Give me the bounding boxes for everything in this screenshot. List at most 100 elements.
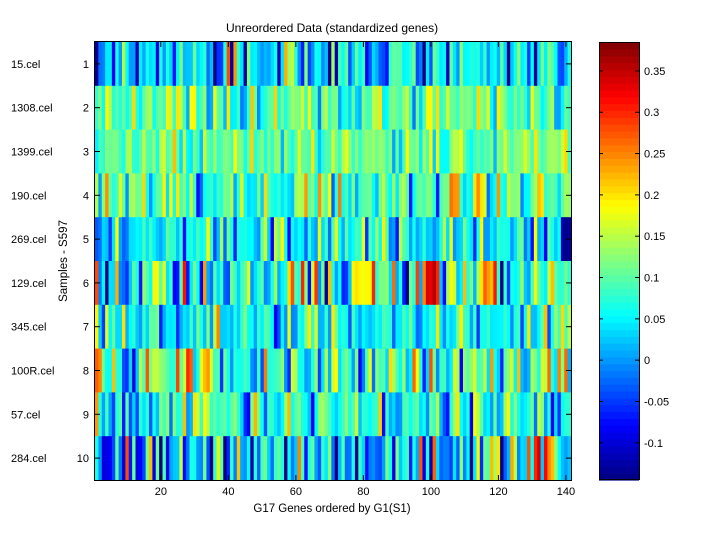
heatmap-cell (260, 42, 265, 87)
heatmap-cell (300, 392, 305, 437)
heatmap-cell (128, 348, 133, 393)
heatmap-cell (145, 261, 150, 306)
heatmap-cell (145, 42, 150, 87)
heatmap-cell (277, 348, 282, 393)
heatmap-cell (257, 261, 262, 306)
heatmap-cell (101, 85, 106, 131)
heatmap-cell (277, 173, 282, 218)
heatmap-cell (125, 129, 130, 174)
heatmap-cell (135, 217, 140, 262)
heatmap-cell (354, 348, 359, 393)
heatmap-cell (105, 392, 110, 437)
heatmap-cell (280, 348, 285, 393)
heatmap-cell (219, 217, 224, 262)
heatmap-cell (506, 304, 511, 350)
colorbar-swatch (599, 466, 639, 474)
heatmap-cell (294, 85, 299, 131)
colorbar-swatch (599, 192, 639, 200)
heatmap-cell (486, 348, 491, 393)
heatmap-cell (513, 348, 518, 393)
heatmap-cell (446, 304, 451, 350)
heatmap-cell (199, 348, 204, 393)
heatmap-cell (203, 217, 208, 262)
heatmap-cell (435, 173, 440, 218)
heatmap-cell (446, 85, 451, 131)
heatmap-cell (375, 436, 380, 481)
heatmap-cell (348, 85, 353, 131)
heatmap-cell (300, 261, 305, 306)
heatmap-cell (358, 42, 363, 87)
heatmap-cell (307, 392, 312, 437)
x-tick-label: 120 (489, 486, 507, 498)
heatmap-cell (128, 129, 133, 174)
colorbar-ticks: -0.1 -0.05 0 0.05 0.1 0.15 0.2 0.25 0.3 0.35 (599, 66, 669, 450)
heatmap-cell (250, 261, 255, 306)
heatmap-cell (547, 304, 552, 350)
heatmap-cell (149, 392, 153, 437)
heatmap-cell (209, 261, 214, 306)
colorbar-swatch (599, 213, 639, 221)
heatmap-cell (462, 129, 467, 174)
heatmap-cell (250, 348, 255, 393)
heatmap-cell (101, 392, 106, 437)
heatmap-cell (435, 348, 440, 393)
heatmap-cell (152, 173, 157, 218)
heatmap-cell (192, 392, 197, 437)
heatmap-cell (331, 348, 336, 393)
heatmap-cell (240, 348, 245, 393)
heatmap-cell (250, 217, 255, 262)
heatmap-cell (105, 173, 110, 218)
heatmap-cell (520, 42, 525, 87)
heatmap-cell (105, 261, 110, 306)
heatmap-cell (408, 217, 413, 262)
heatmap-cell (344, 173, 349, 218)
heatmap-cell (479, 348, 484, 393)
colorbar-swatch (599, 418, 639, 426)
heatmap-cell (520, 436, 525, 481)
heatmap-cell (560, 304, 565, 350)
heatmap-cell (169, 85, 174, 131)
heatmap-cell (432, 217, 437, 262)
heatmap-cell (523, 129, 528, 174)
heatmap-cell (466, 436, 471, 481)
heatmap-cell (250, 129, 255, 174)
heatmap-cell (365, 392, 370, 437)
heatmap-cell (132, 217, 137, 262)
heatmap-cell (98, 304, 103, 350)
heatmap-cell (354, 129, 359, 174)
heatmap-cell (415, 217, 420, 262)
heatmap-cell (176, 129, 180, 174)
heatmap-cell (149, 42, 153, 87)
heatmap-cell (385, 392, 390, 437)
heatmap-cell (537, 85, 542, 131)
heatmap-cell (311, 392, 316, 437)
heatmap-cell (162, 217, 167, 262)
heatmap-cell (216, 392, 221, 437)
heatmap-cell (378, 392, 383, 437)
heatmap-cell (425, 261, 430, 306)
heatmap-cell (98, 42, 103, 87)
heatmap-cell (317, 436, 322, 481)
sample-name-label: 57.cel (11, 409, 40, 421)
heatmap-cell (466, 348, 471, 393)
heatmap-cell (257, 304, 262, 350)
heatmap-cell (196, 42, 201, 87)
colorbar-swatch (599, 274, 639, 283)
heatmap-cell (142, 129, 147, 174)
y-tick-label: 1 (83, 59, 89, 71)
heatmap-cell (311, 129, 316, 174)
y-tick-label: 10 (77, 453, 89, 465)
heatmap-cell (216, 129, 221, 174)
heatmap-cell (236, 217, 241, 262)
heatmap-cell (101, 304, 106, 350)
heatmap-cell (516, 304, 521, 350)
heatmap-cell (449, 392, 454, 437)
heatmap-cell (260, 85, 265, 131)
heatmap-cell (331, 42, 336, 87)
heatmap-cell (385, 42, 390, 87)
heatmap-cell (371, 42, 376, 87)
colorbar-swatch (599, 288, 639, 296)
heatmap-cell (287, 42, 292, 87)
heatmap-cell (226, 304, 231, 350)
heatmap-cell (483, 436, 488, 481)
